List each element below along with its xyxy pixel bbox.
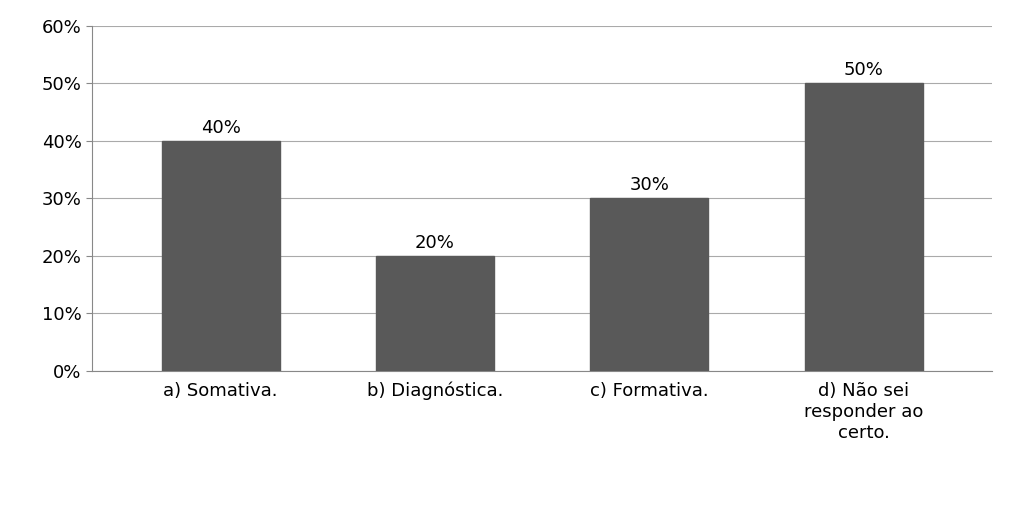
Text: 30%: 30%: [629, 176, 669, 194]
Bar: [590, 198, 708, 371]
Bar: [162, 141, 279, 371]
Text: 40%: 40%: [201, 119, 240, 137]
Text: 20%: 20%: [415, 234, 455, 252]
Text: 50%: 50%: [844, 61, 884, 79]
Bar: [376, 256, 494, 371]
Bar: [805, 83, 923, 371]
